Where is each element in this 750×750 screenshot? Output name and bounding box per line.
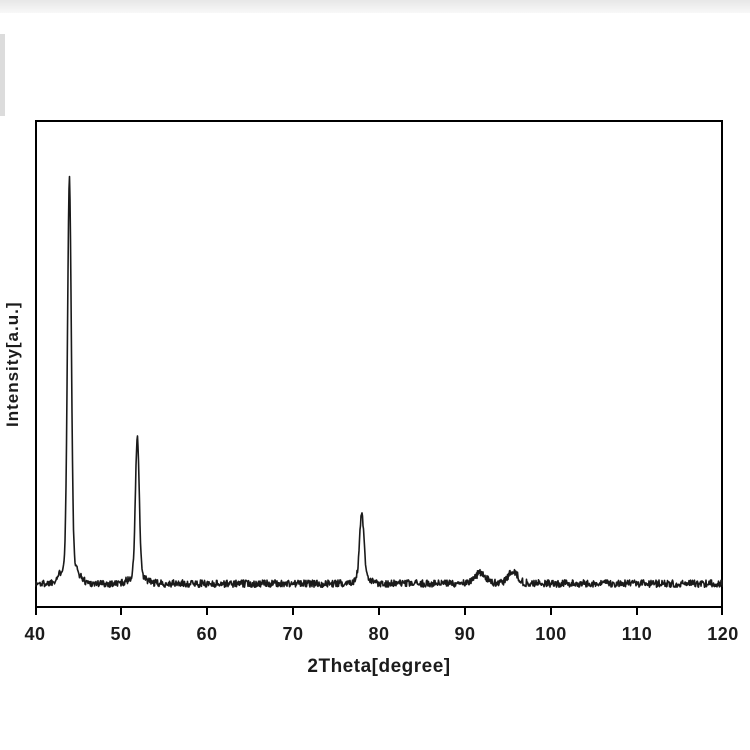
x-axis-tick-labels: 40 50 60 70 80 90 100 110 120: [24, 624, 738, 650]
xrd-plot: [35, 120, 723, 615]
x-tick-label: 70: [282, 624, 304, 644]
x-tick-label: 40: [24, 624, 46, 644]
x-tick-label: 80: [368, 624, 390, 644]
xrd-trace: [35, 175, 723, 589]
x-tick-label: 50: [110, 624, 132, 644]
x-tick-label: 100: [535, 624, 567, 644]
scan-artifact-left: [0, 34, 5, 116]
y-axis-label: Intensity[a.u.]: [3, 301, 22, 427]
x-tick-label: 90: [454, 624, 476, 644]
x-tick-label: 120: [707, 624, 739, 644]
x-tick-label: 110: [621, 624, 653, 644]
x-tick-label: 60: [196, 624, 218, 644]
x-axis-label: 2Theta[degree]: [307, 656, 451, 677]
scan-artifact-top: [0, 0, 750, 13]
